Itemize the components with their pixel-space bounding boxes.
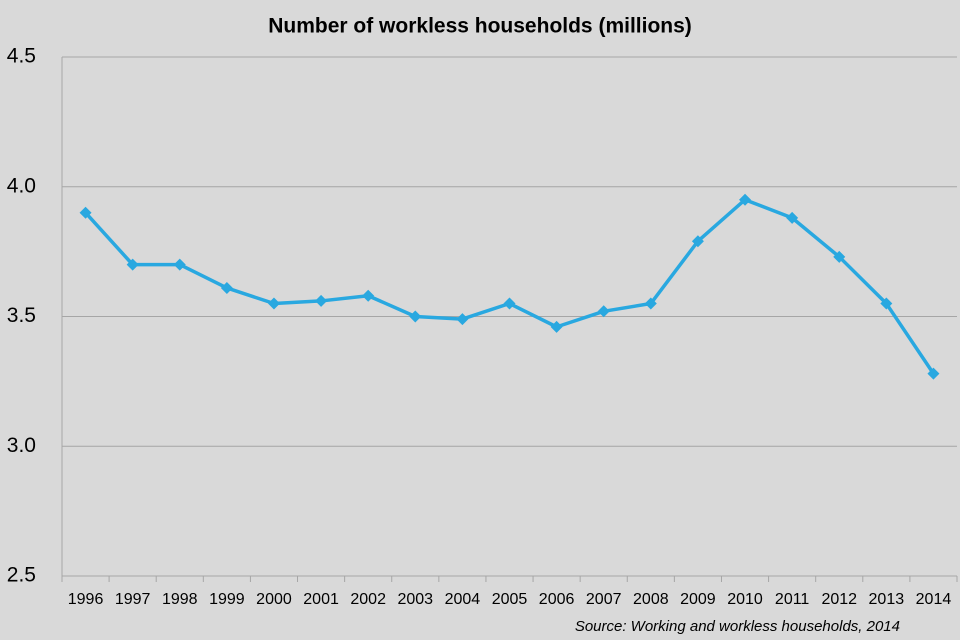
data-point <box>503 297 516 310</box>
data-point <box>691 235 704 248</box>
x-tick-label: 2001 <box>303 591 339 608</box>
y-tick-label: 3.5 <box>7 304 36 327</box>
y-tick-label: 3.0 <box>7 434 36 457</box>
data-point <box>597 305 610 318</box>
x-tick-label: 1996 <box>68 591 104 608</box>
x-tick-label: 2004 <box>445 591 481 608</box>
data-point <box>739 193 752 206</box>
x-tick-label: 2012 <box>821 591 857 608</box>
x-tick-label: 2014 <box>916 591 952 608</box>
y-tick-label: 2.5 <box>7 564 36 587</box>
x-tick-label: 2007 <box>586 591 622 608</box>
data-point <box>927 367 940 380</box>
data-point <box>456 313 469 326</box>
data-point <box>126 258 139 271</box>
x-tick-label: 2009 <box>680 591 716 608</box>
x-tick-label: 2003 <box>397 591 433 608</box>
y-tick-label: 4.0 <box>7 174 36 197</box>
data-point <box>409 310 422 323</box>
data-point <box>267 297 280 310</box>
x-tick-label: 2005 <box>492 591 528 608</box>
x-tick-label: 1998 <box>162 591 198 608</box>
x-tick-label: 2000 <box>256 591 292 608</box>
data-point <box>880 297 893 310</box>
data-point <box>833 250 846 263</box>
source-note: Source: Working and workless households,… <box>575 618 900 635</box>
data-point <box>786 211 799 224</box>
x-tick-label: 2002 <box>350 591 386 608</box>
data-point <box>362 289 375 302</box>
chart-title: Number of workless households (millions) <box>268 15 692 38</box>
data-point <box>220 281 233 294</box>
data-point <box>173 258 186 271</box>
x-tick-label: 2010 <box>727 591 763 608</box>
x-tick-label: 2011 <box>775 591 810 608</box>
data-point <box>644 297 657 310</box>
y-tick-label: 4.5 <box>7 45 36 68</box>
data-point <box>550 320 563 333</box>
x-tick-label: 2008 <box>633 591 669 608</box>
data-point <box>79 206 92 219</box>
x-tick-label: 2013 <box>869 591 905 608</box>
data-point <box>315 294 328 307</box>
x-tick-label: 1997 <box>115 591 151 608</box>
x-tick-label: 1999 <box>209 591 245 608</box>
x-tick-label: 2006 <box>539 591 575 608</box>
